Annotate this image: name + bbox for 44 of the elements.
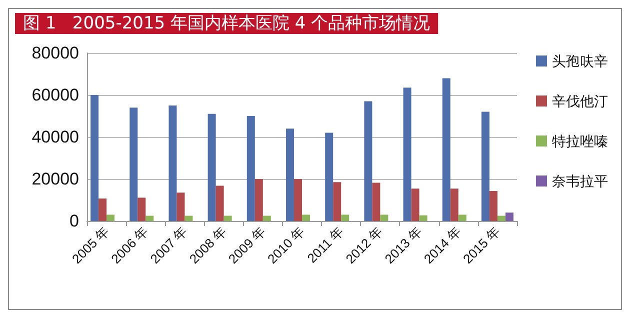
chart-title: 图 1 2005-2015 年国内样本医院 4 个品种市场情况	[23, 14, 430, 34]
bar	[372, 182, 380, 221]
bar	[176, 192, 185, 221]
bar	[333, 182, 342, 221]
bar	[481, 112, 490, 221]
legend-label: 辛伐他汀	[552, 93, 608, 109]
bar	[216, 186, 224, 221]
bar	[341, 214, 350, 221]
legend-label: 特拉唑嗪	[552, 133, 608, 149]
bar	[130, 108, 138, 221]
bar	[419, 215, 428, 221]
y-tick-label: 20000	[32, 170, 79, 188]
y-tick-label: 60000	[32, 86, 79, 104]
y-tick-label: 0	[70, 212, 79, 230]
bar	[286, 128, 294, 221]
y-tick-label: 80000	[32, 44, 79, 62]
bar	[411, 188, 420, 221]
bar	[458, 214, 466, 221]
bar	[184, 216, 193, 221]
bar	[246, 116, 255, 221]
bar	[450, 188, 458, 221]
bar	[106, 214, 115, 221]
bar	[294, 179, 302, 221]
bar	[254, 179, 263, 221]
bar	[364, 101, 372, 221]
bar	[380, 214, 388, 221]
bar	[224, 216, 232, 221]
bar	[403, 88, 412, 221]
bar	[325, 132, 334, 221]
bar	[208, 114, 216, 221]
bar	[138, 198, 146, 221]
bar	[98, 198, 107, 221]
legend-label: 奈韦拉平	[552, 173, 608, 189]
bar	[90, 95, 99, 221]
bar	[497, 216, 506, 221]
bar	[262, 216, 271, 221]
bar	[302, 214, 310, 221]
bar	[489, 190, 498, 221]
bar	[168, 106, 177, 221]
bar	[505, 212, 514, 221]
y-tick-label: 40000	[32, 128, 79, 146]
bar	[146, 216, 154, 221]
legend-label: 头孢呋辛	[552, 53, 608, 69]
bar	[442, 78, 450, 221]
